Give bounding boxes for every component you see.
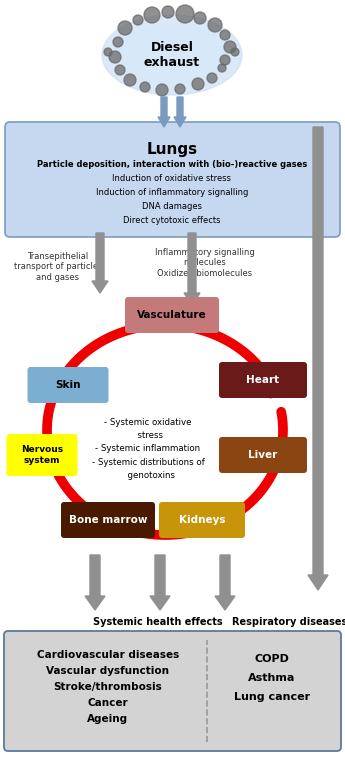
Circle shape xyxy=(192,78,204,90)
FancyArrow shape xyxy=(92,233,108,293)
FancyBboxPatch shape xyxy=(219,437,307,473)
FancyBboxPatch shape xyxy=(5,122,340,237)
Text: DNA damages: DNA damages xyxy=(142,202,202,211)
Circle shape xyxy=(144,7,160,23)
FancyBboxPatch shape xyxy=(125,297,219,333)
FancyBboxPatch shape xyxy=(28,367,108,403)
Text: Induction of inflammatory signalling: Induction of inflammatory signalling xyxy=(96,188,248,197)
FancyArrow shape xyxy=(184,233,200,305)
Circle shape xyxy=(124,74,136,86)
Circle shape xyxy=(207,73,217,83)
Text: Particle deposition, interaction with (bio-)reactive gases: Particle deposition, interaction with (b… xyxy=(37,160,307,169)
Text: Cardiovascular diseases
Vascular dysfunction
Stroke/thrombosis
Cancer
Ageing: Cardiovascular diseases Vascular dysfunc… xyxy=(37,650,179,724)
Text: Direct cytotoxic effects: Direct cytotoxic effects xyxy=(123,216,221,225)
FancyArrow shape xyxy=(215,555,235,610)
FancyBboxPatch shape xyxy=(219,362,307,398)
Circle shape xyxy=(133,15,143,25)
Circle shape xyxy=(162,6,174,18)
Ellipse shape xyxy=(102,15,242,95)
Circle shape xyxy=(218,64,226,72)
Circle shape xyxy=(104,48,112,56)
Circle shape xyxy=(224,41,236,53)
Circle shape xyxy=(115,65,125,75)
Text: Skin: Skin xyxy=(55,380,81,390)
Text: Vasculature: Vasculature xyxy=(137,310,207,320)
Text: Induction of oxidative stress: Induction of oxidative stress xyxy=(112,174,231,183)
FancyBboxPatch shape xyxy=(61,502,155,538)
Text: COPD
Asthma
Lung cancer: COPD Asthma Lung cancer xyxy=(234,654,310,702)
Circle shape xyxy=(176,5,194,23)
FancyArrow shape xyxy=(150,555,170,610)
FancyArrow shape xyxy=(85,555,105,610)
Text: Lungs: Lungs xyxy=(146,142,198,157)
Text: Systemic health effects: Systemic health effects xyxy=(93,617,223,627)
FancyArrow shape xyxy=(308,127,328,590)
Text: - Systemic oxidative
  stress
- Systemic inflammation
- Systemic distributions o: - Systemic oxidative stress - Systemic i… xyxy=(92,418,204,480)
Text: Transepithelial
transport of particles
and gases: Transepithelial transport of particles a… xyxy=(14,252,102,282)
FancyBboxPatch shape xyxy=(159,502,245,538)
Text: Heart: Heart xyxy=(246,375,279,385)
FancyArrow shape xyxy=(174,97,186,127)
Circle shape xyxy=(208,18,222,32)
Text: Diesel
exhaust: Diesel exhaust xyxy=(144,41,200,69)
Text: Bone marrow: Bone marrow xyxy=(69,515,147,525)
Text: Inflammatory signalling
molecules
Oxidized biomolecules: Inflammatory signalling molecules Oxidiz… xyxy=(155,248,255,278)
Text: Nervous
system: Nervous system xyxy=(21,445,63,465)
Circle shape xyxy=(113,37,123,47)
Circle shape xyxy=(220,55,230,65)
FancyBboxPatch shape xyxy=(7,434,78,476)
Circle shape xyxy=(231,48,239,56)
FancyArrow shape xyxy=(158,97,170,127)
Circle shape xyxy=(156,84,168,96)
Text: Kidneys: Kidneys xyxy=(179,515,225,525)
Circle shape xyxy=(194,12,206,24)
Circle shape xyxy=(140,82,150,92)
Circle shape xyxy=(109,51,121,63)
Ellipse shape xyxy=(115,26,229,84)
Circle shape xyxy=(220,30,230,40)
Text: Respiratory diseases: Respiratory diseases xyxy=(233,617,345,627)
Circle shape xyxy=(118,21,132,35)
Circle shape xyxy=(175,84,185,94)
Text: Liver: Liver xyxy=(248,450,278,460)
FancyBboxPatch shape xyxy=(4,631,341,751)
